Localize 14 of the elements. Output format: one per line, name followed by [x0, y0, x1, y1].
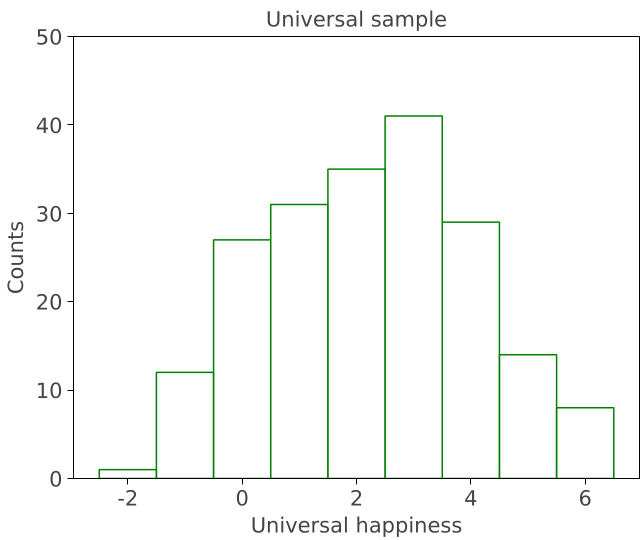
x-tick-label: 2: [350, 486, 364, 510]
y-tick-label: 30: [36, 202, 63, 226]
y-axis-title: Counts: [4, 220, 28, 294]
chart-title: Universal sample: [266, 8, 448, 32]
x-tick-label: 4: [464, 486, 478, 510]
y-tick-label: 50: [36, 26, 63, 50]
y-tick-label: 10: [36, 379, 63, 404]
x-axis-title: Universal happiness: [250, 514, 462, 538]
y-tick-label: 40: [36, 114, 63, 138]
y-tick-label: 20: [36, 290, 63, 315]
x-tick-label: 6: [578, 486, 592, 510]
x-tick-label: 0: [235, 486, 249, 510]
x-tick-label: -2: [117, 486, 138, 510]
y-tick-label: 0: [49, 468, 63, 492]
